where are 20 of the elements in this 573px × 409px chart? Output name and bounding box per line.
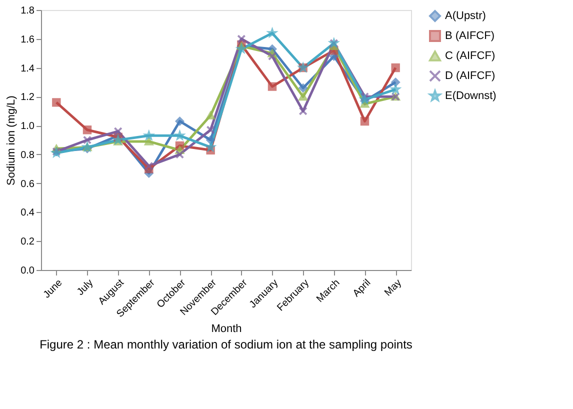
y-tick-label: 1.8: [20, 6, 35, 16]
x-tick-label: July: [75, 278, 96, 298]
x-axis-title: Month: [211, 323, 242, 336]
legend-label: D (AIFCF): [445, 70, 496, 82]
caption: Figure 2 : Mean monthly variation of sodium ion at the sampling points: [40, 338, 412, 352]
y-tick-label: 1.0: [20, 121, 35, 132]
y-tick-label: 1.2: [20, 92, 35, 104]
y-tick-label: 0.6: [20, 178, 35, 190]
y-tick-label: 0.2: [20, 236, 35, 248]
y-tick-label: 1.6: [20, 34, 35, 46]
legend-label: A(Upstr): [445, 10, 486, 22]
legend-label: C (AIFCF): [445, 50, 496, 62]
y-axis-title: Sodium ion (mg/L): [6, 96, 18, 186]
y-tick-label: 0.0: [20, 266, 35, 276]
x-tick-label: May: [382, 278, 404, 299]
y-tick-label: 0.4: [20, 208, 35, 219]
y-tick-label: 1.4: [20, 63, 35, 74]
legend-label: E(Downst): [445, 90, 496, 102]
y-tick-label: 0.8: [20, 150, 35, 161]
legend-label: B (AIFCF): [445, 30, 494, 42]
